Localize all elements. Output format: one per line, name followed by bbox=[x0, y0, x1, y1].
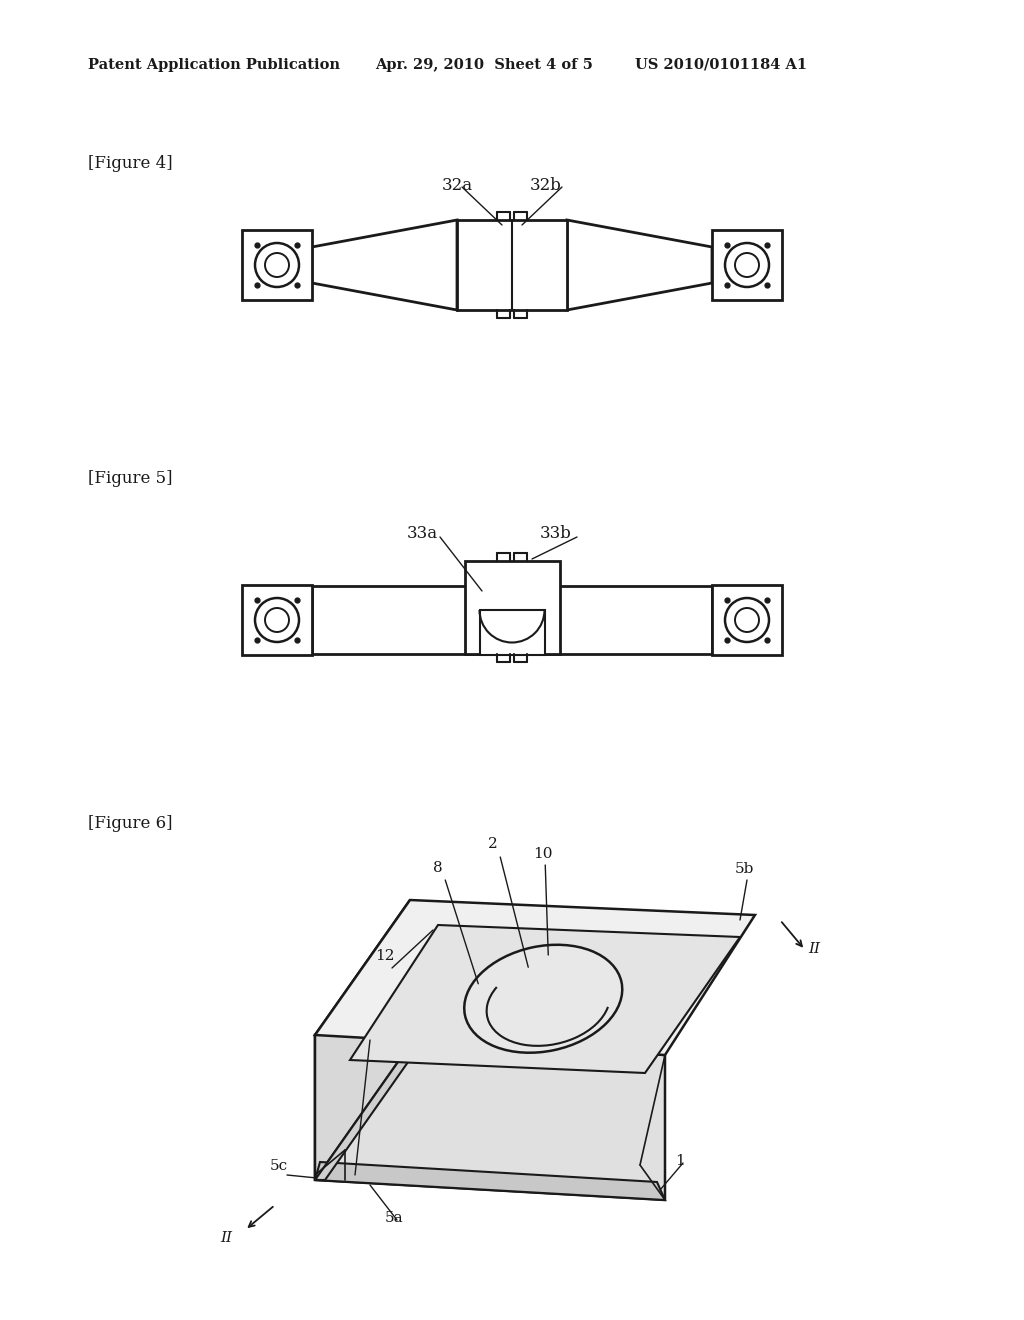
Bar bbox=[312, 586, 712, 653]
Polygon shape bbox=[567, 220, 712, 310]
Polygon shape bbox=[315, 1162, 665, 1200]
Polygon shape bbox=[312, 220, 457, 310]
Polygon shape bbox=[315, 1035, 665, 1200]
Bar bbox=[712, 230, 782, 300]
Text: [Figure 4]: [Figure 4] bbox=[88, 154, 173, 172]
Ellipse shape bbox=[464, 945, 623, 1053]
Text: 2: 2 bbox=[488, 837, 498, 851]
Text: 33a: 33a bbox=[407, 525, 438, 543]
Text: 33b: 33b bbox=[540, 525, 571, 543]
Bar bbox=[479, 610, 545, 655]
Text: 32a: 32a bbox=[442, 177, 473, 194]
Polygon shape bbox=[350, 925, 740, 1073]
Text: 5b: 5b bbox=[735, 862, 755, 876]
Text: II: II bbox=[808, 942, 820, 956]
Text: 1: 1 bbox=[675, 1154, 685, 1168]
Text: 5c: 5c bbox=[270, 1159, 288, 1173]
Bar bbox=[457, 220, 567, 310]
Text: 8: 8 bbox=[433, 861, 442, 875]
Text: US 2010/0101184 A1: US 2010/0101184 A1 bbox=[635, 58, 807, 73]
Bar bbox=[465, 561, 559, 653]
Text: 5a: 5a bbox=[385, 1210, 403, 1225]
Text: 12: 12 bbox=[375, 949, 394, 964]
Text: [Figure 6]: [Figure 6] bbox=[88, 814, 172, 832]
Polygon shape bbox=[315, 900, 410, 1180]
Bar bbox=[242, 230, 312, 300]
Text: 32b: 32b bbox=[530, 177, 562, 194]
Bar bbox=[242, 585, 312, 655]
Text: Patent Application Publication: Patent Application Publication bbox=[88, 58, 340, 73]
Bar bbox=[712, 585, 782, 655]
Text: 10: 10 bbox=[534, 847, 553, 861]
Text: II: II bbox=[220, 1232, 232, 1245]
Text: Apr. 29, 2010  Sheet 4 of 5: Apr. 29, 2010 Sheet 4 of 5 bbox=[375, 58, 593, 73]
Text: [Figure 5]: [Figure 5] bbox=[88, 470, 172, 487]
Polygon shape bbox=[315, 900, 755, 1055]
Polygon shape bbox=[315, 1045, 420, 1180]
